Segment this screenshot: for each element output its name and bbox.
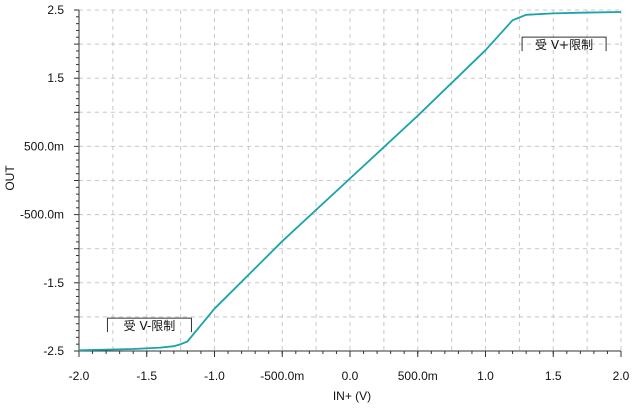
x-tick-label: 2.0 — [613, 369, 630, 383]
y-tick-label: -1.5 — [43, 276, 64, 290]
y-tick-label: -500.0m — [20, 208, 64, 222]
annotation-label: 受 V-限制 — [124, 319, 176, 333]
x-tick-label: 500.0m — [398, 369, 438, 383]
x-axis-title: IN+ (V) — [333, 389, 371, 403]
series — [78, 11, 622, 352]
annotations: 受 V+限制受 V-限制 — [106, 36, 607, 333]
x-tick-label: 1.5 — [545, 369, 562, 383]
annotation-bracket — [106, 317, 192, 333]
grid — [78, 9, 622, 352]
y-tick-label: 2.5 — [47, 3, 64, 17]
annotation-label: 受 V+限制 — [535, 38, 593, 52]
series-line — [78, 11, 622, 352]
y-tick-label: -2.5 — [43, 344, 64, 358]
x-tick-label: 1.0 — [477, 369, 494, 383]
x-tick-label: -1.5 — [136, 369, 157, 383]
y-tick-label: 1.5 — [47, 71, 64, 85]
x-tick-label: -500.0m — [260, 369, 304, 383]
annotation-bracket — [521, 36, 607, 52]
y-tick-label: 500.0m — [24, 139, 64, 153]
y-axis-title: OUT — [3, 165, 17, 191]
axes: -2.0 -1.5 -1.0 -500.0m 0.0 500.0m 1.0 1.5 2.0 2.5… — [20, 3, 630, 383]
x-tick-label: -1.0 — [204, 369, 225, 383]
x-tick-label: 0.0 — [342, 369, 359, 383]
x-tick-label: -2.0 — [69, 369, 90, 383]
